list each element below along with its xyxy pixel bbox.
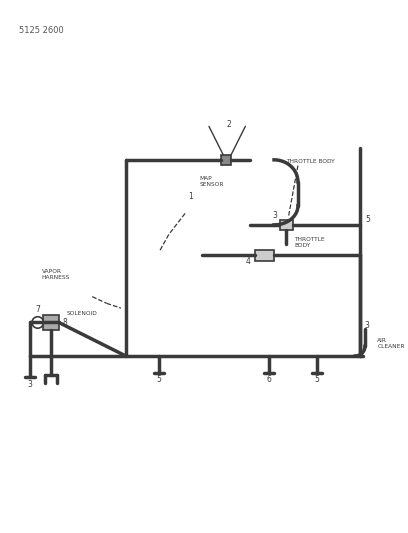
Text: THROTTLE
BODY: THROTTLE BODY [294,237,325,247]
Text: 5: 5 [315,375,319,384]
Text: 1: 1 [188,192,193,201]
Text: VAPOR
HARNESS: VAPOR HARNESS [42,269,70,280]
Text: 5: 5 [365,215,370,224]
Text: 2: 2 [227,120,231,129]
Bar [280,220,293,230]
Text: 3: 3 [28,380,33,389]
Bar [255,250,274,261]
Text: MAP
SENSOR: MAP SENSOR [200,176,224,187]
Bar [44,315,59,330]
Text: 5: 5 [157,375,162,384]
Text: AIR
CLEANER: AIR CLEANER [377,338,405,349]
Text: 3: 3 [365,321,370,330]
Text: THROTTLE BODY: THROTTLE BODY [286,159,335,164]
Circle shape [32,317,44,328]
Text: 5125 2600: 5125 2600 [19,26,63,35]
Text: 6: 6 [267,375,272,384]
Text: 8: 8 [62,318,67,327]
Text: 3: 3 [272,211,277,220]
Text: SOLENOID: SOLENOID [67,311,97,317]
Text: 7: 7 [36,304,41,313]
Text: 4: 4 [246,257,251,266]
Bar [222,155,231,165]
